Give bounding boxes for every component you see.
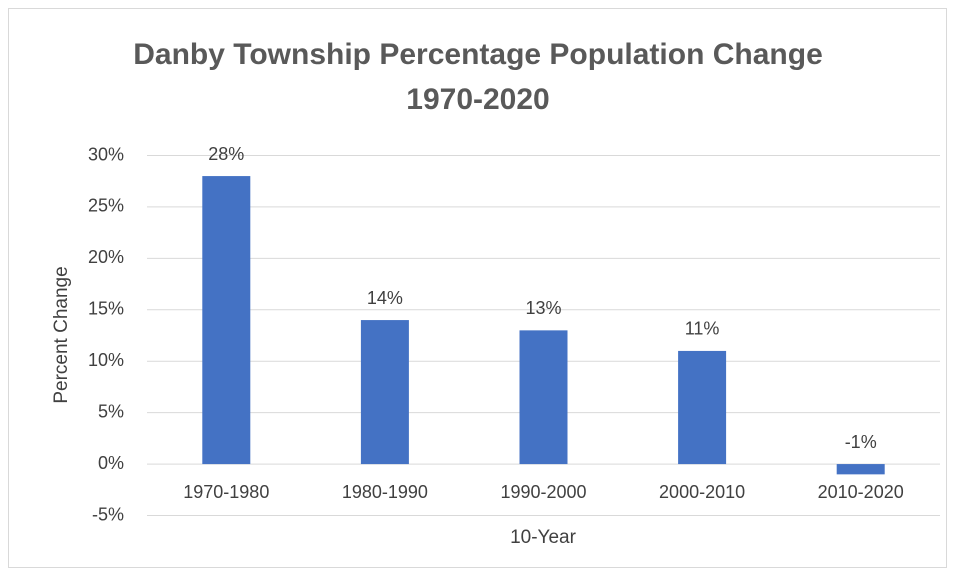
- y-tick-label: 10%: [88, 350, 124, 370]
- bar: [519, 330, 568, 465]
- x-tick-label: 1980-1990: [342, 482, 428, 502]
- chart-title: 1970-2020: [406, 83, 549, 116]
- x-tick-label: 2000-2010: [659, 482, 745, 502]
- y-tick-label: 5%: [98, 401, 124, 421]
- data-label: 13%: [525, 298, 561, 318]
- data-label: 11%: [685, 319, 720, 339]
- data-label: 14%: [367, 288, 403, 308]
- x-tick-label: 1970-1980: [183, 482, 269, 502]
- y-tick-label: 0%: [98, 453, 124, 473]
- chart-border: [8, 8, 947, 568]
- x-axis-title: 10-Year: [510, 527, 577, 548]
- x-tick-label: 2010-2020: [818, 482, 904, 502]
- y-tick-label: 20%: [88, 247, 124, 267]
- bar: [678, 350, 727, 465]
- y-tick-label: 25%: [88, 196, 124, 216]
- y-tick-label: -5%: [92, 504, 124, 524]
- data-label: 28%: [208, 144, 244, 164]
- data-label: -1%: [845, 432, 877, 452]
- y-axis-title: Percent Change: [51, 266, 72, 403]
- x-tick-label: 1990-2000: [500, 482, 586, 502]
- bar: [836, 464, 885, 475]
- bar: [202, 176, 251, 465]
- y-tick-label: 15%: [88, 299, 124, 319]
- y-tick-label: 30%: [88, 144, 124, 164]
- bar: [360, 320, 409, 465]
- chart-title: Danby Township Percentage Population Cha…: [133, 38, 823, 71]
